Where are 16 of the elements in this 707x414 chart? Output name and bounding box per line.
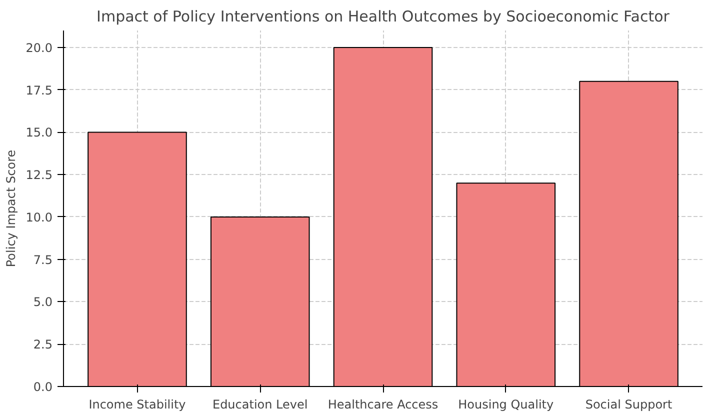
y-tick-label: 12.5: [26, 168, 52, 182]
y-tick-label: 17.5: [26, 83, 52, 98]
y-tick-label: 15.0: [26, 126, 52, 140]
y-tick-label: 7.5: [33, 252, 53, 267]
y-tick-label: 10.0: [26, 210, 52, 224]
x-tick-label: Education Level: [212, 398, 308, 412]
chart-title: Impact of Policy Interventions on Health Outcomes by Socioeconomic Factor: [96, 8, 670, 26]
y-axis-title: Policy Impact Score: [4, 150, 18, 268]
x-tick-label: Social Support: [585, 398, 672, 412]
y-tick-label: 2.5: [33, 338, 53, 352]
x-tick-label: Healthcare Access: [328, 398, 438, 412]
x-tick-label: Income Stability: [88, 398, 186, 412]
y-tick-label: 20.0: [26, 40, 52, 55]
x-tick-label: Housing Quality: [458, 398, 554, 412]
y-tick-label: 0.0: [33, 380, 53, 394]
y-tick-label: 5.0: [33, 295, 53, 310]
